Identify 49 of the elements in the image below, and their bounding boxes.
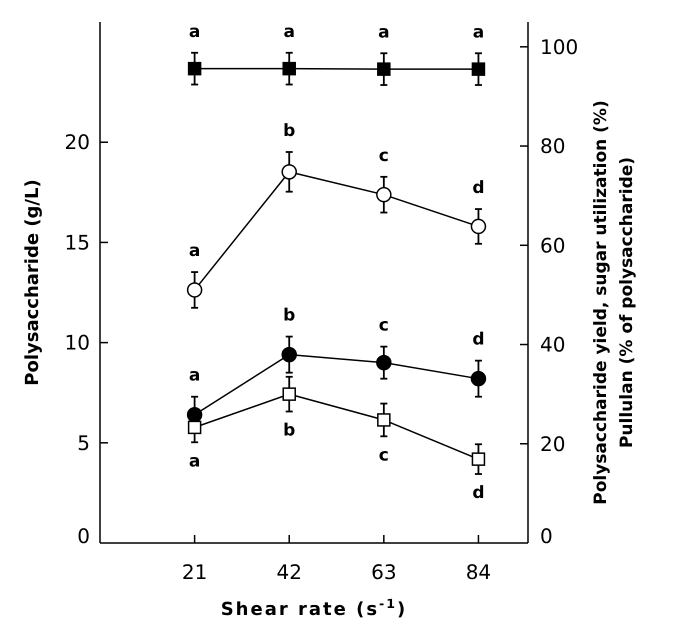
y2-tick-label: 0	[540, 524, 553, 548]
point	[377, 62, 391, 76]
y-tick-label: 20	[64, 130, 90, 154]
y-axis-title: Polysaccharide (g/L)	[22, 179, 43, 386]
point	[472, 62, 486, 76]
x-tick-label: 21	[182, 560, 208, 584]
point	[186, 282, 202, 298]
annotation: b	[283, 306, 296, 326]
y2-tick-label: 80	[540, 134, 566, 158]
point	[470, 218, 486, 234]
annotation: a	[188, 22, 200, 42]
y2-tick-label: 100	[540, 34, 578, 59]
x-axis-title: Shear rate (s$^{-1}$)	[220, 596, 408, 620]
annotation: d	[472, 483, 485, 504]
annotation: a	[188, 241, 200, 262]
annotation: d	[472, 178, 485, 198]
annotation: c	[378, 445, 389, 466]
point	[376, 354, 392, 370]
point	[281, 164, 297, 180]
point	[281, 346, 297, 362]
point	[188, 62, 202, 76]
annotation: d	[472, 330, 485, 350]
y2-tick-label: 20	[540, 432, 566, 456]
y-tick-label: 5	[77, 430, 90, 455]
y2-tick-label: 40	[540, 332, 566, 357]
annotation: a	[188, 366, 200, 386]
y2-tick-label: 60	[540, 233, 566, 258]
annotation: c	[378, 146, 389, 166]
point	[282, 387, 296, 401]
annotation: a	[378, 22, 390, 42]
point	[376, 186, 392, 202]
point	[282, 62, 296, 76]
x-tick-label: 63	[371, 560, 397, 584]
point	[472, 452, 486, 466]
x-tick-label: 42	[276, 560, 302, 584]
x-tick-label: 84	[466, 560, 492, 584]
y2-axis-title: Polysaccharide yield, sugar utilization (%) Pullulan (% of polysaccharide)	[591, 100, 637, 505]
point	[377, 413, 391, 427]
annotation: a	[472, 22, 484, 42]
y-tick-label: 15	[64, 230, 90, 254]
point	[470, 370, 486, 386]
point	[188, 420, 202, 434]
annotation: a	[188, 451, 200, 472]
annotation: c	[378, 316, 389, 336]
annotation: b	[283, 420, 296, 441]
annotation: a	[283, 22, 295, 42]
y-tick-label: 10	[64, 330, 90, 355]
annotation: b	[283, 121, 296, 141]
y-tick-label: 0	[77, 524, 90, 548]
